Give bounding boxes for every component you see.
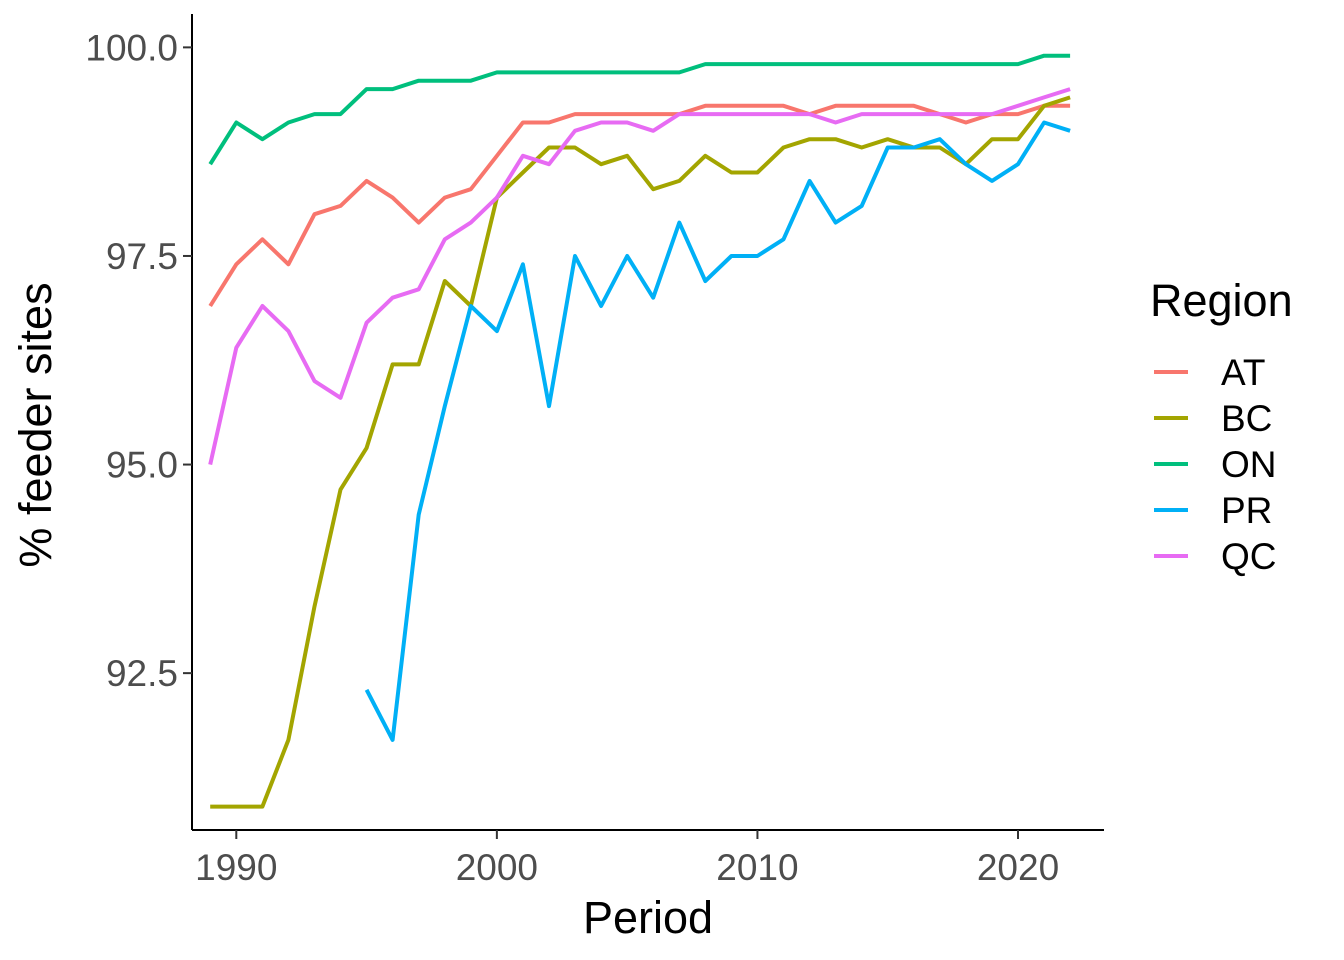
series-line-qc (208, 87, 1071, 466)
x-tick-label: 2010 (716, 847, 798, 888)
legend-label-on: ON (1221, 444, 1277, 485)
x-tick-label: 2000 (456, 847, 538, 888)
legend-label-pr: PR (1221, 490, 1272, 531)
legend-title: Region (1150, 275, 1293, 326)
y-axis-ticks: 92.5 95.0 97.5 100.0 (85, 27, 192, 694)
series-lines (208, 53, 1071, 809)
y-tick-label: 95.0 (106, 445, 178, 486)
legend-label-qc: QC (1221, 536, 1277, 577)
series-line-at (208, 103, 1071, 308)
legend-label-bc: BC (1221, 398, 1272, 439)
x-axis-title: Period (583, 892, 713, 943)
x-axis-ticks: 1990 2000 2010 2020 (195, 830, 1059, 888)
x-tick-label: 1990 (195, 847, 277, 888)
y-tick-label: 100.0 (85, 27, 178, 68)
series-line-bc (210, 95, 1071, 809)
y-tick-label: 92.5 (106, 653, 178, 694)
legend-label-at: AT (1221, 352, 1266, 393)
y-tick-label: 97.5 (106, 236, 178, 277)
series-line-on (208, 53, 1071, 166)
series-line-pr (364, 120, 1071, 742)
y-axis-title: % feeder sites (10, 282, 61, 567)
legend: Region AT BC ON PR QC (1150, 275, 1293, 577)
x-tick-label: 2020 (977, 847, 1059, 888)
